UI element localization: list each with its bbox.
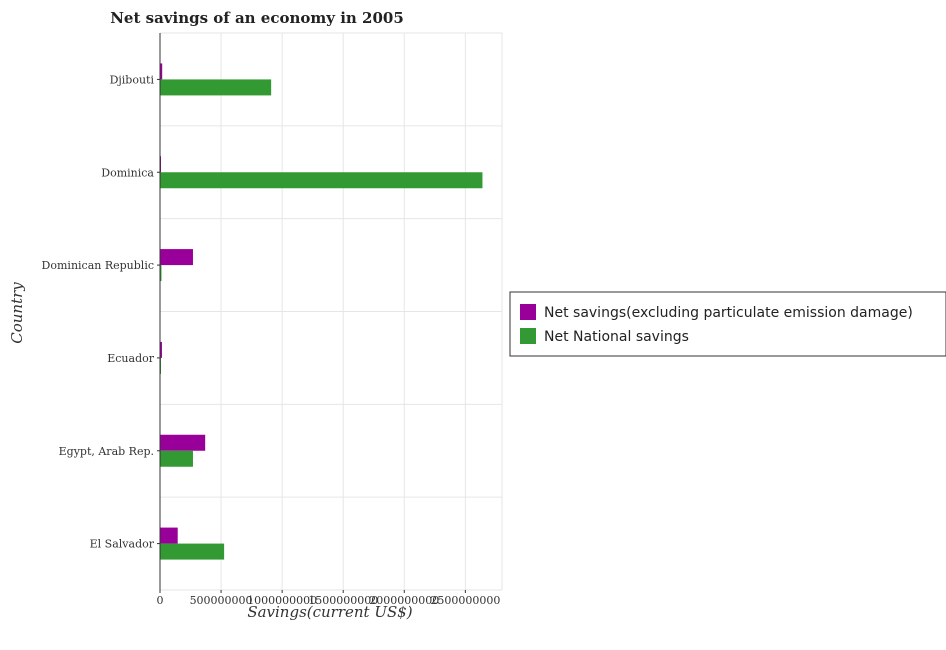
y-tick-label: Djibouti xyxy=(110,73,155,86)
legend-swatch xyxy=(520,304,536,320)
bar-net-savings xyxy=(160,527,178,544)
y-tick-label: Ecuador xyxy=(107,352,154,365)
bar-net-national-savings xyxy=(160,172,483,189)
x-tick-label: 1500000000 xyxy=(308,594,378,607)
legend-swatch xyxy=(520,328,536,344)
bar-net-national-savings xyxy=(160,543,225,560)
y-tick-label: El Salvador xyxy=(90,538,155,551)
y-tick-label: Egypt, Arab Rep. xyxy=(59,445,154,458)
x-tick-label: 2500000000 xyxy=(430,594,500,607)
legend-label: Net National savings xyxy=(544,329,689,345)
x-axis-title: Savings(current US$) xyxy=(247,603,412,621)
axes: Djibouti Dominica Dominican Republic Ecuado… xyxy=(42,33,500,607)
bar-net-national-savings xyxy=(160,79,272,96)
y-tick-label: Dominican Republic xyxy=(42,259,154,272)
y-tick-label: Dominica xyxy=(101,166,154,179)
x-tick-label: 0 xyxy=(157,594,164,607)
bars xyxy=(160,63,483,560)
bar-net-savings xyxy=(160,63,163,80)
bar-net-savings xyxy=(160,249,193,266)
bar-net-national-savings xyxy=(160,265,162,282)
x-tick-label: 1000000000 xyxy=(247,594,317,607)
y-axis-title: Country xyxy=(8,282,26,344)
legend-label: Net savings(excluding particulate emissi… xyxy=(544,305,913,321)
bar-net-national-savings xyxy=(160,450,193,467)
x-tick-label: 2000000000 xyxy=(369,594,439,607)
chart-title: Net savings of an economy in 2005 xyxy=(110,9,404,27)
bar-net-savings xyxy=(160,434,206,451)
grid xyxy=(159,32,503,591)
x-tick-label: 500000000 xyxy=(190,594,253,607)
legend: Net savings(excluding particulate emissi… xyxy=(509,291,946,357)
bar-net-savings xyxy=(160,341,162,358)
legend-box xyxy=(509,291,946,357)
